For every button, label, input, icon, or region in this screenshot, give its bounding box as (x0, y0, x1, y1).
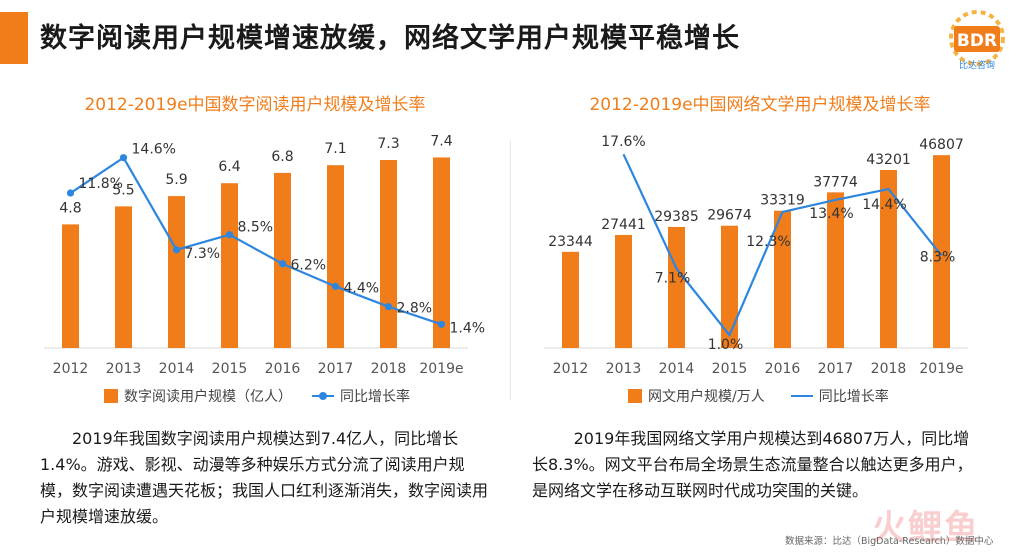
bar-data-label: 7.1 (324, 141, 346, 157)
line-data-label: 17.6% (601, 134, 645, 150)
data-source: 数据来源：比达（BigData-Research）数据中心 (785, 536, 994, 547)
line-data-label: 7.3% (185, 246, 221, 262)
line-data-label: 14.6% (132, 142, 176, 158)
logo-subtext: 比达咨询 (959, 59, 995, 71)
line-marker (225, 231, 234, 239)
bar (880, 170, 897, 348)
bar (933, 155, 950, 348)
bar-data-label: 6.8 (271, 149, 293, 165)
x-tick-label: 2019e (419, 361, 463, 377)
title-accent-bar (0, 12, 28, 64)
bar-data-label: 46807 (919, 137, 964, 153)
bar-data-label: 4.8 (59, 200, 81, 216)
line-marker (172, 246, 181, 254)
x-tick-label: 2016 (265, 361, 301, 377)
line-data-label: 11.8% (79, 176, 123, 192)
x-tick-label: 2019e (919, 361, 963, 377)
bar-data-label: 7.3 (377, 136, 399, 152)
line-data-label: 7.1% (655, 271, 691, 287)
digital-reading-chart: 4.8 5.5 5.9 6.4 6.8 7.1 7.3 7.4 2012 2013 2014 2015… (44, 133, 485, 377)
legend-line-label: 同比增长率 (818, 389, 889, 405)
legend-line-label: 同比增长率 (340, 389, 410, 405)
line-data-label: 6.2% (291, 258, 327, 274)
chart1-legend: 数字阅读用户规模（亿人） 同比增长率 (104, 386, 410, 406)
bar (221, 183, 238, 348)
line-data-label: 12.3% (746, 234, 790, 250)
legend-bar-label: 网文用户规模/万人 (648, 389, 765, 405)
bar (668, 226, 685, 348)
bar (168, 196, 185, 348)
x-tick-label: 2015 (712, 361, 748, 377)
legend-bar-swatch (104, 389, 118, 403)
line-data-label: 8.5% (238, 220, 274, 236)
logo-text: BDR (957, 31, 997, 51)
legend-bar-swatch (628, 389, 642, 403)
x-tick-label: 2017 (818, 361, 854, 377)
bdr-logo: BDR 比达咨询 (949, 10, 1005, 71)
line-data-label: 14.4% (862, 197, 906, 213)
x-tick-label: 2012 (553, 361, 589, 377)
bar-data-label: 6.4 (218, 159, 240, 175)
x-tick-label: 2018 (871, 361, 907, 377)
bar (327, 165, 344, 348)
growth-line (622, 153, 943, 338)
page-title: 数字阅读用户规模增速放缓，网络文学用户规模平稳增长 (40, 23, 740, 54)
bar-data-label: 29674 (707, 208, 752, 224)
line-marker (331, 282, 340, 291)
legend-line-swatch (312, 392, 334, 400)
bar-data-label: 23344 (548, 234, 593, 250)
bar-data-label: 33319 (760, 193, 805, 209)
divider (510, 140, 511, 400)
bar (721, 225, 738, 348)
line-marker (437, 320, 446, 328)
bar (62, 224, 79, 348)
bar (827, 192, 844, 348)
chart1-title: 2012-2019e中国数字阅读用户规模及增长率 (84, 95, 426, 115)
x-tick-label: 2016 (765, 361, 801, 377)
x-tick-label: 2013 (106, 361, 142, 377)
line-data-label: 1.4% (450, 320, 486, 336)
x-tick-label: 2015 (212, 361, 248, 377)
line-marker (66, 189, 75, 197)
right-description: 2019年我国网络文学用户规模达到46807万人，同比增长8.3%。网文平台布局… (532, 429, 973, 500)
line-data-label: 13.4% (809, 206, 853, 222)
bar-data-label: 37774 (813, 174, 858, 190)
bar (615, 234, 632, 348)
legend-line-swatch (790, 395, 813, 397)
bar-data-label: 5.9 (165, 172, 187, 188)
left-description: 2019年我国数字阅读用户规模达到7.4亿人，同比增长1.4%。游戏、影视、动漫… (40, 429, 489, 526)
bar (562, 251, 579, 348)
x-tick-label: 2017 (318, 361, 354, 377)
bar-data-label: 7.4 (430, 133, 452, 149)
bar (380, 160, 397, 348)
line-data-label: 1.0% (708, 337, 744, 353)
legend-bar-label: 数字阅读用户规模（亿人） (124, 389, 292, 405)
line-marker (278, 260, 287, 268)
line-marker (384, 303, 393, 311)
bar (433, 157, 450, 348)
x-tick-label: 2014 (159, 361, 195, 377)
bar (774, 210, 791, 348)
line-data-label: 8.3% (920, 250, 956, 266)
bar-data-label: 43201 (866, 152, 911, 168)
x-tick-label: 2012 (53, 361, 89, 377)
chart2-legend: 网文用户规模/万人 同比增长率 (628, 386, 889, 406)
x-tick-label: 2018 (371, 361, 407, 377)
bar-data-label: 27441 (601, 217, 646, 233)
bar (115, 206, 132, 348)
line-data-label: 4.4% (344, 280, 380, 296)
bar-data-label: 29385 (654, 209, 699, 225)
growth-line (69, 156, 442, 326)
watermark: 火鲤鱼 (872, 508, 980, 548)
bar-data-label: 5.5 (112, 182, 134, 198)
line-marker (119, 154, 128, 162)
chart2-title: 2012-2019e中国网络文学用户规模及增长率 (589, 95, 931, 115)
x-tick-label: 2013 (606, 361, 642, 377)
x-tick-label: 2014 (659, 361, 695, 377)
web-literature-chart: 23344 27441 29385 29674 33319 37774 43201 46807… (544, 134, 968, 377)
line-data-label: 2.8% (397, 301, 433, 317)
